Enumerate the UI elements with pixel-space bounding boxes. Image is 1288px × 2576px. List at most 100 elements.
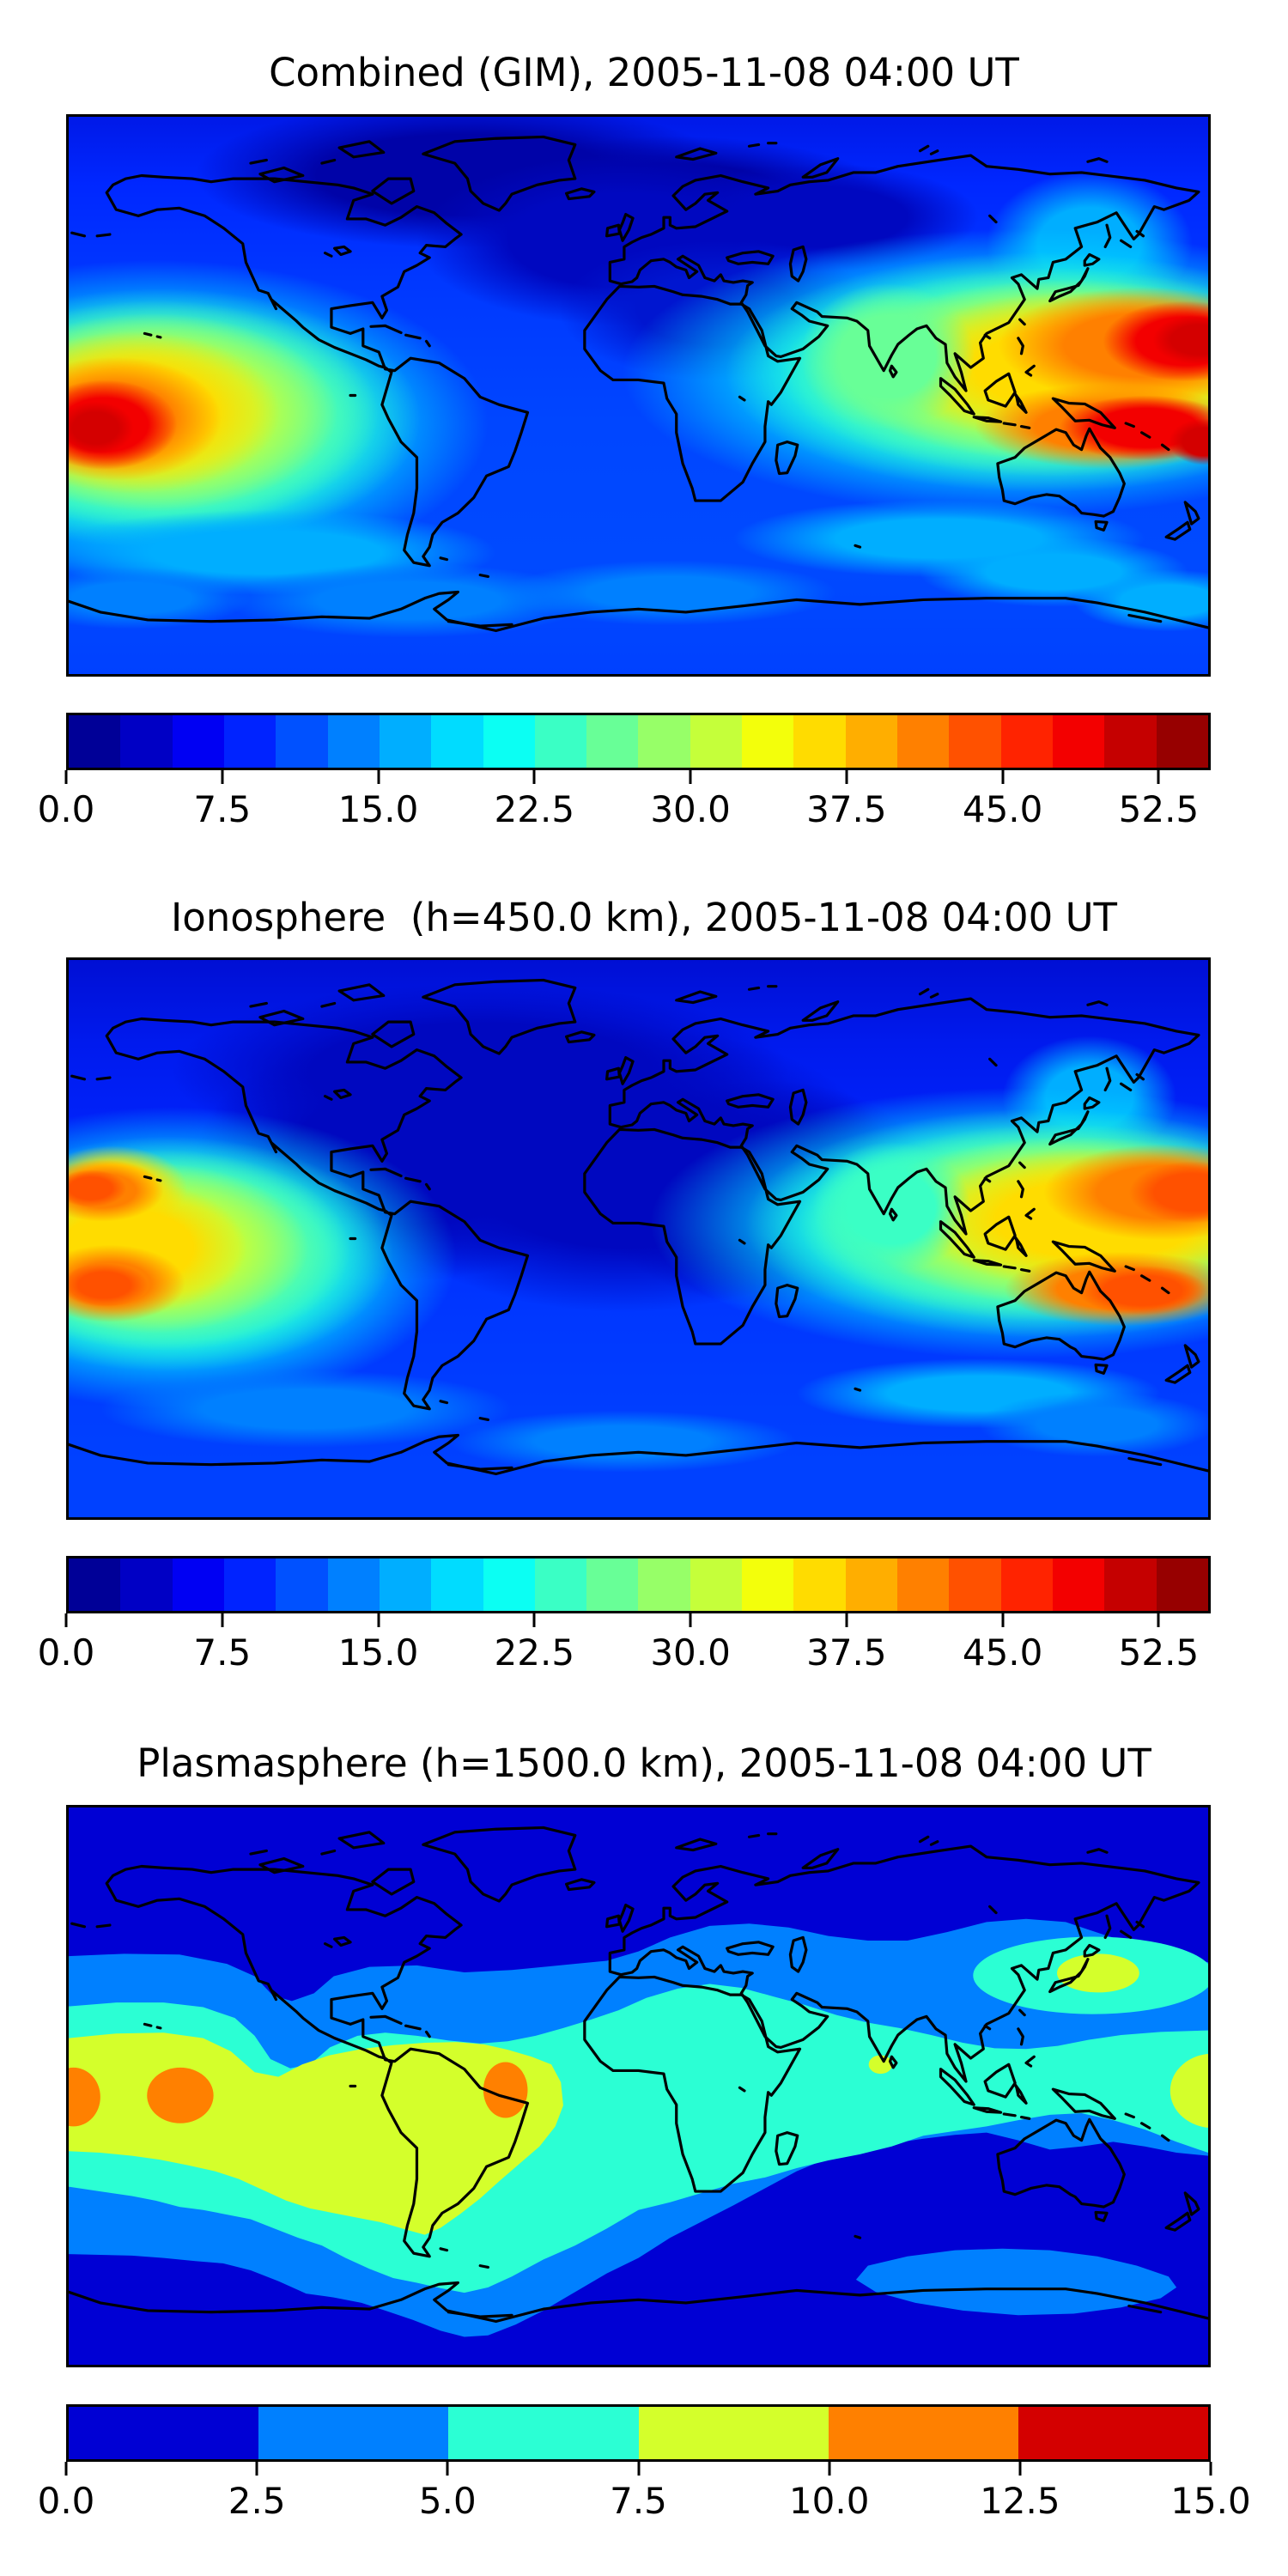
colorbar-tick-label: 7.5 <box>193 1631 252 1674</box>
colorbar-band <box>534 1558 587 1611</box>
colorbar-band <box>1018 2407 1209 2459</box>
colorbar-tick <box>64 1613 68 1627</box>
colorbar-bands-plasmasphere <box>66 2404 1211 2462</box>
colorbar-band <box>120 1558 173 1611</box>
colorbar-tick <box>64 770 68 784</box>
colorbar-tick-label: 15.0 <box>1170 2480 1251 2522</box>
colorbar-band <box>828 2407 1018 2459</box>
colorbar-band <box>276 1558 328 1611</box>
map-combined <box>66 114 1211 677</box>
colorbar-tick <box>637 2462 640 2476</box>
colorbar-tick <box>845 1613 848 1627</box>
colorbar-tick-label: 0.0 <box>37 788 95 830</box>
colorbar-band <box>586 715 639 768</box>
colorbar-tick-label: 0.0 <box>37 2480 95 2522</box>
colorbar-plasmasphere: 0.0 2.5 5.0 7.5 10.0 12.5 15.0 <box>38 2404 1251 2522</box>
colorbar-tick-label: 2.5 <box>228 2480 286 2522</box>
colorbar-tick-label: 10.0 <box>788 2480 870 2522</box>
colorbar-tick <box>845 770 848 784</box>
colorbar-band <box>69 2407 259 2459</box>
colorbar-band <box>379 715 432 768</box>
colorbar-tick <box>689 770 692 784</box>
colorbar-band <box>258 2407 449 2459</box>
colorbar-tick <box>1157 770 1160 784</box>
colorbar-tick-label: 30.0 <box>650 788 731 830</box>
colorbar-tick <box>221 770 224 784</box>
colorbar-tick <box>1157 1613 1160 1627</box>
colorbar-tick-label: 0.0 <box>37 1631 95 1674</box>
colorbar-band <box>1000 715 1053 768</box>
colorbar-tick-label: 22.5 <box>494 788 575 830</box>
panel-title-plasmasphere: Plasmasphere (h=1500.0 km), 2005-11-08 0… <box>137 1741 1151 1786</box>
colorbar-band <box>690 1558 743 1611</box>
colorbar-band <box>638 2407 829 2459</box>
colorbar-band <box>483 1558 535 1611</box>
colorbar-band <box>949 1558 1001 1611</box>
map-combined-svg <box>69 117 1208 674</box>
colorbar-band <box>1104 1558 1157 1611</box>
colorbar-band <box>276 715 328 768</box>
colorbar-band <box>483 715 535 768</box>
colorbar-tick <box>1209 2462 1212 2476</box>
colorbar-band <box>69 715 121 768</box>
colorbar-tick-label: 7.5 <box>193 788 252 830</box>
colorbar-band <box>897 715 950 768</box>
colorbar-tick <box>221 1613 224 1627</box>
colorbar-band <box>327 1558 380 1611</box>
colorbar-band <box>845 715 897 768</box>
colorbar-band <box>327 715 380 768</box>
colorbar-band <box>379 1558 432 1611</box>
colorbar-tick <box>1018 2462 1022 2476</box>
colorbar-band <box>949 715 1001 768</box>
panel-title-combined: Combined (GIM), 2005-11-08 04:00 UT <box>269 50 1019 95</box>
colorbar-bands-ionosphere <box>66 1556 1211 1613</box>
contour-field-ionosphere <box>69 983 1208 1473</box>
colorbar-tick-label: 52.5 <box>1118 1631 1200 1674</box>
colorbar-band <box>448 2407 639 2459</box>
colorbar-band <box>223 1558 276 1611</box>
colorbar-band <box>742 1558 794 1611</box>
map-plasmasphere <box>66 1805 1211 2367</box>
colorbar-band <box>69 1558 121 1611</box>
colorbar-tick-label: 15.0 <box>337 1631 419 1674</box>
colorbar-tick <box>446 2462 449 2476</box>
colorbar-tick-label: 22.5 <box>494 1631 575 1674</box>
colorbar-combined: 0.0 7.5 15.0 22.5 30.0 37.5 45.0 52.5 <box>38 713 1211 830</box>
colorbar-tick-label: 7.5 <box>610 2480 667 2522</box>
colorbar-band <box>586 1558 639 1611</box>
map-plasmasphere-svg <box>69 1807 1208 2365</box>
colorbar-tick <box>255 2462 258 2476</box>
colorbar-tick-label: 15.0 <box>337 788 419 830</box>
colorbar-tick <box>532 1613 536 1627</box>
colorbar-band <box>638 715 690 768</box>
colorbar-band <box>172 1558 224 1611</box>
colorbar-tick <box>689 1613 692 1627</box>
colorbar-band <box>1104 715 1157 768</box>
panel-title-ionosphere: Ionosphere (h=450.0 km), 2005-11-08 04:0… <box>170 895 1118 940</box>
colorbar-band <box>638 1558 690 1611</box>
colorbar-tick-label: 52.5 <box>1118 788 1200 830</box>
colorbar-band <box>1000 1558 1053 1611</box>
colorbar-tick-label: 45.0 <box>962 1631 1043 1674</box>
colorbar-tick-label: 30.0 <box>650 1631 731 1674</box>
colorbar-tick <box>1001 1613 1005 1627</box>
colorbar-band <box>172 715 224 768</box>
colorbar-band <box>431 1558 483 1611</box>
colorbar-band <box>534 715 587 768</box>
colorbar-band <box>1052 1558 1105 1611</box>
colorbar-band <box>897 1558 950 1611</box>
colorbar-band <box>845 1558 897 1611</box>
map-ionosphere-svg <box>69 960 1208 1517</box>
colorbar-tick <box>377 770 380 784</box>
colorbar-band <box>120 715 173 768</box>
colorbar-tick-label: 12.5 <box>980 2480 1060 2522</box>
colorbar-band <box>1156 715 1208 768</box>
map-ionosphere <box>66 957 1211 1520</box>
colorbar-tick <box>532 770 536 784</box>
colorbar-band <box>1052 715 1105 768</box>
colorbar-tick <box>828 2462 831 2476</box>
colorbar-tick <box>64 2462 68 2476</box>
colorbar-tick-label: 45.0 <box>962 788 1043 830</box>
colorbar-band <box>1156 1558 1208 1611</box>
colorbar-ionosphere: 0.0 7.5 15.0 22.5 30.0 37.5 45.0 52.5 <box>38 1556 1211 1674</box>
